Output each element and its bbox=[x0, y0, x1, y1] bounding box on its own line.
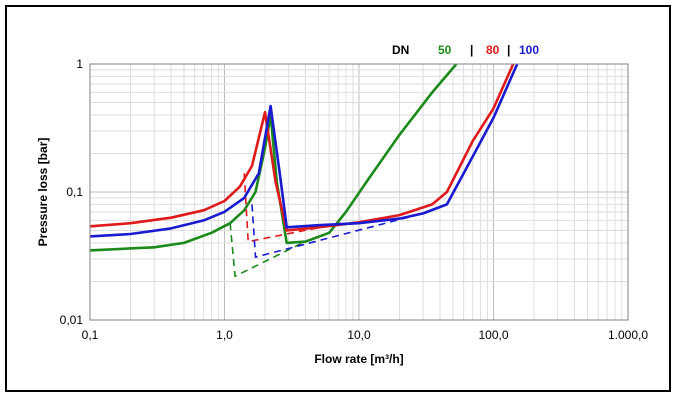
y-axis-label: Pressure loss [bar] bbox=[36, 138, 50, 247]
y-tick-label: 0,1 bbox=[66, 185, 83, 199]
series-50-line bbox=[90, 64, 458, 252]
legend-separator-1: | bbox=[470, 43, 473, 57]
plot-border bbox=[89, 63, 629, 321]
legend: DN 50 | 80 | 100 bbox=[392, 43, 539, 57]
x-tick-label: 100,0 bbox=[478, 328, 508, 342]
series-group bbox=[90, 64, 519, 278]
series-50-dashed bbox=[229, 223, 303, 278]
series-clip-group bbox=[90, 64, 519, 278]
tick-labels: 0,1 1,0 10,0 100,0 1.000,00,010,11 bbox=[60, 57, 649, 342]
pressure-loss-chart: 0,1 1,0 10,0 100,0 1.000,00,010,11 Flow rate… bbox=[36, 43, 649, 366]
y-tick-label: 0,01 bbox=[60, 313, 84, 327]
x-axis-label: Flow rate [m³/h] bbox=[314, 352, 403, 366]
x-tick-label: 10,0 bbox=[347, 328, 371, 342]
x-tick-label: 1.000,0 bbox=[608, 328, 648, 342]
chart-frame: 0,1 1,0 10,0 100,0 1.000,0 0,01 0,1 1 Flow rate… bbox=[5, 5, 671, 392]
series-100-line bbox=[90, 64, 519, 238]
y-tick-label: 1 bbox=[76, 57, 83, 71]
x-tick-label: 1,0 bbox=[216, 328, 233, 342]
series-100-dashed bbox=[251, 204, 424, 259]
legend-prefix: DN bbox=[392, 43, 409, 57]
legend-entry-80: 80 bbox=[486, 43, 500, 57]
legend-separator-2: | bbox=[507, 43, 510, 57]
grid bbox=[89, 63, 629, 321]
x-tick-label: 0,1 bbox=[82, 328, 99, 342]
legend-entry-100: 100 bbox=[519, 43, 539, 57]
series-80-line bbox=[90, 64, 515, 232]
legend-entry-50: 50 bbox=[438, 43, 452, 57]
